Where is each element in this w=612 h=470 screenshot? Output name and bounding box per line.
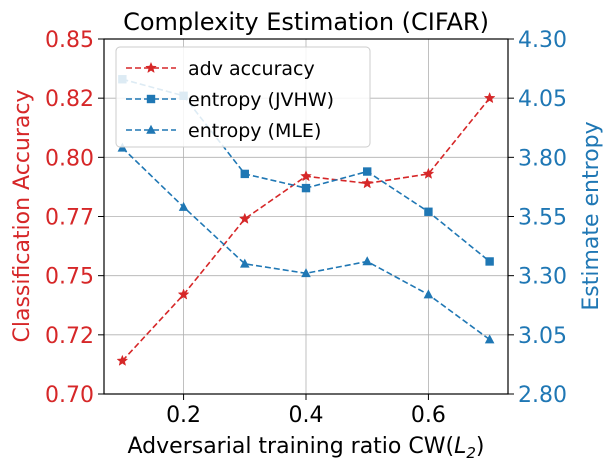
data-point [301,183,311,193]
x-tick-label: 0.4 [289,403,324,428]
x-axis-label-var: L [454,434,466,459]
left-y-tick-label: 0.72 [45,324,94,349]
data-point [116,354,129,366]
legend-label-entropy-mle: entropy (MLE) [188,120,321,142]
data-point [485,257,494,266]
right-y-axis-label: Estimate entropy [579,121,604,310]
data-point [484,334,495,344]
right-y-tick-label: 2.80 [518,383,567,408]
left-y-axis-ticks: 0.70 0.72 0.75 0.77 0.80 0.82 0.85 [45,28,104,408]
data-point [238,212,251,224]
data-point [362,256,373,266]
left-y-tick-label: 0.82 [45,87,94,112]
x-tick-label: 0.2 [166,403,201,428]
legend-marker [146,124,156,134]
legend-marker [145,61,157,73]
x-axis-label-prefix: Adversarial training ratio CW( [128,434,455,459]
series-entropy-mle [117,142,495,344]
right-y-tick-label: 4.30 [518,28,567,53]
left-y-tick-label: 0.80 [45,146,94,171]
legend-entry-entropy-jvhw: entropy (JVHW) [126,89,334,111]
data-point [178,201,189,211]
legend-entry-adv-accuracy: adv accuracy [126,58,315,80]
data-point [423,289,434,299]
data-point [424,207,433,216]
right-y-tick-label: 3.55 [518,206,567,231]
data-point [301,268,311,278]
right-y-tick-label: 4.05 [518,87,567,112]
data-point [300,170,312,182]
right-y-tick-label: 3.05 [518,324,567,349]
legend: adv accuracy entropy (JVHW) entropy (MLE… [115,46,371,148]
data-point [483,91,496,104]
data-point [363,167,372,176]
chart-title: Complexity Estimation (CIFAR) [123,8,489,36]
series-adv-accuracy [116,91,496,366]
x-axis-ticks: 0.2 0.4 0.6 [166,394,446,428]
x-axis-label-suffix: ) [476,434,485,459]
data-point [422,167,435,179]
legend-label-entropy-jvhw: entropy (JVHW) [188,89,334,111]
data-point [239,258,250,268]
legend-label-adv-accuracy: adv accuracy [188,58,315,80]
left-y-tick-label: 0.77 [45,206,94,231]
left-y-tick-label: 0.70 [45,383,94,408]
legend-marker [146,94,156,104]
left-y-axis-label: Classification Accuracy [10,90,35,343]
legend-entry-entropy-mle: entropy (MLE) [126,120,321,142]
data-point [177,288,190,300]
x-tick-label: 0.6 [411,403,446,428]
right-y-axis-ticks: 2.80 3.05 3.30 3.55 3.80 4.05 4.30 [508,28,567,408]
right-y-tick-label: 3.30 [518,265,567,290]
x-axis-label-sub: 2 [466,444,476,462]
right-y-tick-label: 3.80 [518,146,567,171]
left-y-tick-label: 0.75 [45,265,94,290]
left-y-tick-label: 0.85 [45,28,94,53]
legend-box [115,46,371,148]
data-point [361,177,374,189]
x-axis-label: Adversarial training ratio CW(L2) [128,434,485,462]
data-point [240,169,249,179]
